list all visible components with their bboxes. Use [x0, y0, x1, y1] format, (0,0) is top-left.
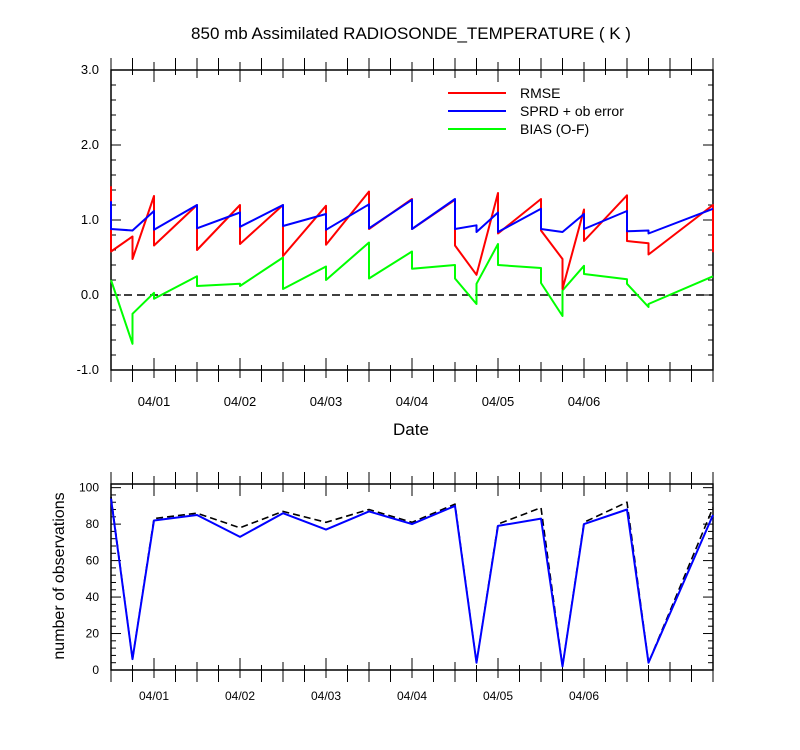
y-tick-label: 0 — [92, 663, 99, 677]
series-line-sprd-ob-error — [110, 198, 714, 235]
legend-label: SPRD + ob error — [520, 103, 624, 119]
y-tick-label: 2.0 — [81, 137, 99, 152]
y-tick-label: 100 — [79, 481, 99, 495]
x-tick-label: 04/01 — [138, 394, 171, 409]
series-line-bias-o-f — [110, 241, 714, 345]
y-tick-label: 20 — [86, 627, 100, 641]
y-tick-label: -1.0 — [77, 362, 99, 377]
x-tick-label: 04/03 — [310, 394, 343, 409]
x-tick-label: 04/05 — [482, 394, 515, 409]
series-line-possible — [110, 496, 714, 668]
x-tick-label: 04/06 — [568, 394, 601, 409]
chart-title: 850 mb Assimilated RADIOSONDE_TEMPERATUR… — [191, 24, 631, 43]
x-tick-label: 04/01 — [139, 689, 169, 703]
x-axis-label: Date — [393, 420, 429, 439]
y-tick-label: 60 — [86, 554, 100, 568]
y-axis-label-observations: number of observations — [51, 492, 68, 659]
series-line-used — [110, 498, 714, 668]
x-tick-label: 04/05 — [483, 689, 513, 703]
y-tick-label: 80 — [86, 517, 100, 531]
y-tick-label: 1.0 — [81, 212, 99, 227]
y-tick-label: 40 — [86, 590, 100, 604]
y-tick-label: 3.0 — [81, 62, 99, 77]
top-plot-panel: -1.0 0.0 1.0 2.0 3.0 04/01 04/02 04/03 04/04 04/0… — [77, 58, 714, 409]
y-tick-label: 0.0 — [81, 287, 99, 302]
x-tick-label: 04/03 — [311, 689, 341, 703]
x-tick-label: 04/02 — [224, 394, 257, 409]
x-tick-label: 04/04 — [396, 394, 429, 409]
legend-label: RMSE — [520, 85, 560, 101]
bottom-plot-panel: 0 20 40 60 80 100 04/01 04/02 04/03 04/04 04/05 04/… — [79, 472, 714, 703]
x-tick-label: 04/06 — [569, 689, 599, 703]
x-tick-label: 04/04 — [397, 689, 427, 703]
legend-label: BIAS (O-F) — [520, 121, 589, 137]
x-tick-label: 04/02 — [225, 689, 255, 703]
